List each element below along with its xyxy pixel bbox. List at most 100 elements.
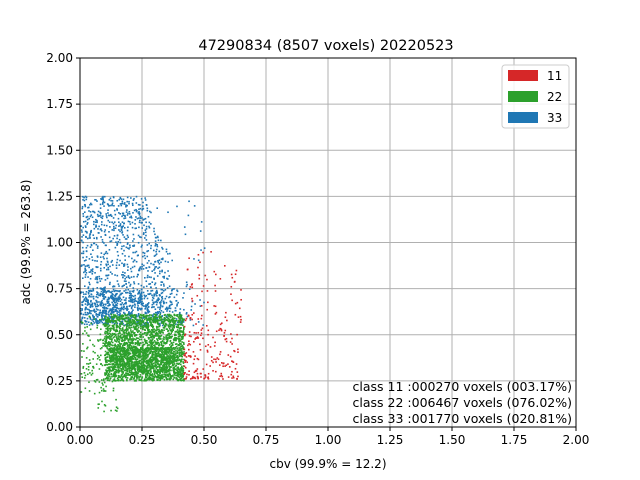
point-class-33 [121, 307, 124, 310]
point-class-11 [237, 351, 239, 353]
point-class-33 [110, 297, 113, 300]
point-class-33 [156, 292, 159, 294]
point-class-22 [181, 376, 184, 378]
point-class-33 [155, 294, 158, 297]
point-class-11 [215, 273, 217, 276]
point-class-22 [167, 320, 170, 323]
point-class-22 [150, 336, 153, 339]
point-class-33 [102, 298, 105, 300]
point-class-22 [163, 320, 166, 323]
point-class-33 [85, 259, 87, 261]
point-class-11 [196, 336, 199, 338]
point-class-22 [155, 346, 158, 349]
point-class-33 [145, 312, 148, 314]
point-class-22 [182, 331, 185, 334]
point-class-22 [129, 322, 132, 324]
point-class-22 [135, 327, 137, 329]
point-class-33 [126, 305, 128, 308]
point-class-22 [109, 356, 112, 359]
point-class-33 [111, 308, 114, 310]
point-class-22 [134, 354, 136, 356]
point-class-22 [146, 379, 148, 381]
point-class-22 [156, 349, 159, 351]
point-class-33 [110, 309, 112, 312]
point-class-33 [122, 212, 125, 215]
point-class-22 [158, 376, 161, 379]
point-class-11 [191, 313, 194, 316]
point-class-33 [101, 203, 104, 205]
point-class-22 [165, 319, 168, 321]
point-class-22 [107, 351, 110, 354]
point-class-11 [188, 340, 190, 343]
point-class-33 [106, 216, 108, 219]
point-class-33 [147, 215, 150, 218]
point-class-22 [149, 336, 152, 338]
point-class-11 [220, 362, 223, 364]
point-class-22 [111, 319, 113, 321]
point-class-33 [97, 210, 100, 213]
point-class-33 [112, 303, 114, 306]
point-class-22 [131, 360, 133, 363]
point-class-33 [184, 233, 187, 236]
point-class-33 [100, 304, 102, 307]
point-class-33 [158, 322, 160, 325]
point-class-22 [134, 373, 136, 376]
point-class-22 [142, 360, 145, 363]
point-class-22 [181, 350, 183, 352]
point-class-22 [179, 334, 182, 337]
point-class-22 [101, 364, 104, 367]
point-class-22 [146, 359, 149, 362]
point-class-22 [167, 374, 169, 376]
point-class-22 [179, 354, 182, 357]
point-class-22 [139, 352, 141, 354]
point-class-22 [165, 376, 167, 379]
point-class-22 [144, 351, 147, 354]
point-class-22 [138, 350, 140, 353]
point-class-33 [140, 294, 142, 296]
point-class-33 [108, 248, 111, 251]
point-class-33 [146, 307, 149, 310]
point-class-33 [88, 303, 91, 305]
point-class-33 [95, 318, 97, 321]
point-class-22 [142, 363, 145, 365]
point-class-33 [102, 195, 104, 198]
point-class-33 [146, 207, 149, 210]
point-class-22 [154, 352, 157, 355]
point-class-22 [105, 361, 107, 363]
point-class-11 [188, 370, 190, 372]
point-class-33 [114, 227, 117, 229]
point-class-33 [137, 241, 140, 244]
point-class-22 [165, 358, 167, 361]
point-class-33 [128, 297, 131, 299]
point-class-33 [83, 293, 85, 296]
point-class-22 [134, 343, 137, 345]
point-class-33 [148, 283, 150, 285]
point-class-22 [115, 329, 118, 331]
point-class-22 [157, 374, 159, 376]
point-class-33 [111, 321, 114, 324]
point-class-22 [171, 321, 174, 323]
point-class-22 [182, 324, 184, 327]
point-class-33 [104, 312, 107, 314]
point-class-11 [204, 374, 206, 376]
point-class-33 [133, 300, 136, 303]
point-class-33 [164, 297, 167, 300]
point-class-22 [142, 333, 144, 335]
point-class-33 [103, 195, 106, 198]
point-class-33 [119, 224, 122, 227]
point-class-22 [131, 315, 134, 317]
point-class-22 [114, 348, 116, 351]
point-class-22 [125, 336, 127, 339]
point-class-33 [107, 300, 110, 303]
point-class-22 [171, 348, 174, 350]
point-class-22 [130, 362, 133, 364]
point-class-22 [118, 370, 121, 372]
point-class-33 [136, 303, 139, 305]
point-class-22 [166, 374, 169, 376]
point-class-22 [142, 341, 144, 344]
point-class-33 [159, 312, 162, 315]
point-class-22 [107, 317, 110, 319]
point-class-22 [147, 344, 149, 346]
point-class-22 [137, 375, 139, 377]
point-class-22 [102, 388, 105, 390]
